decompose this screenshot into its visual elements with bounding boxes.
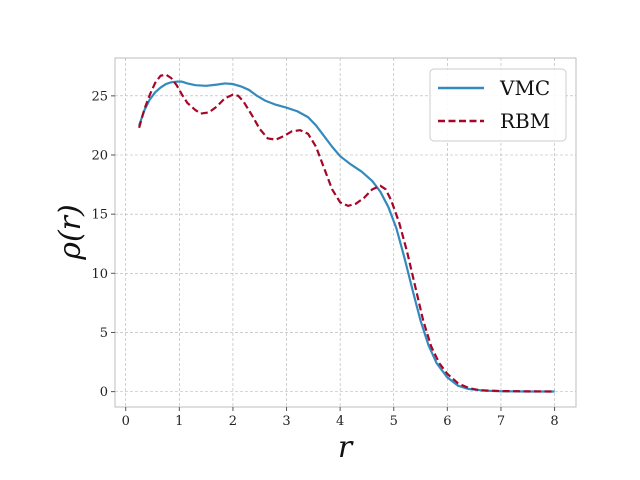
y-tick-label: 0 — [100, 385, 108, 400]
y-tick-label: 25 — [91, 89, 108, 104]
y-tick-label: 10 — [91, 267, 108, 282]
legend-label-rbm: RBM — [500, 109, 550, 133]
legend: VMC RBM — [429, 68, 567, 142]
x-tick-label: 2 — [229, 414, 237, 429]
series-layer — [138, 73, 555, 393]
series-line-vmc — [138, 80, 555, 393]
x-tick-label: 0 — [122, 414, 130, 429]
x-axis-label: r — [338, 430, 354, 465]
x-tick-label: 5 — [390, 414, 398, 429]
y-tick-label: 5 — [100, 326, 108, 341]
x-tick-label: 7 — [497, 414, 505, 429]
y-axis-label: ρ(r) — [53, 204, 88, 260]
x-tick-label: 3 — [282, 414, 290, 429]
y-tick-label: 20 — [91, 149, 108, 164]
series-line-rbm — [138, 73, 555, 393]
x-tick-label: 1 — [175, 414, 183, 429]
x-tick-label: 4 — [336, 414, 344, 429]
grid-lines — [115, 58, 576, 407]
x-axis-ticks: 0 1 2 3 4 5 6 7 8 — [122, 407, 559, 429]
legend-label-vmc: VMC — [499, 76, 550, 100]
x-tick-label: 6 — [443, 414, 451, 429]
y-tick-label: 15 — [91, 208, 108, 223]
y-axis-ticks: 0 5 10 15 20 25 — [91, 89, 115, 400]
x-tick-label: 8 — [550, 414, 558, 429]
